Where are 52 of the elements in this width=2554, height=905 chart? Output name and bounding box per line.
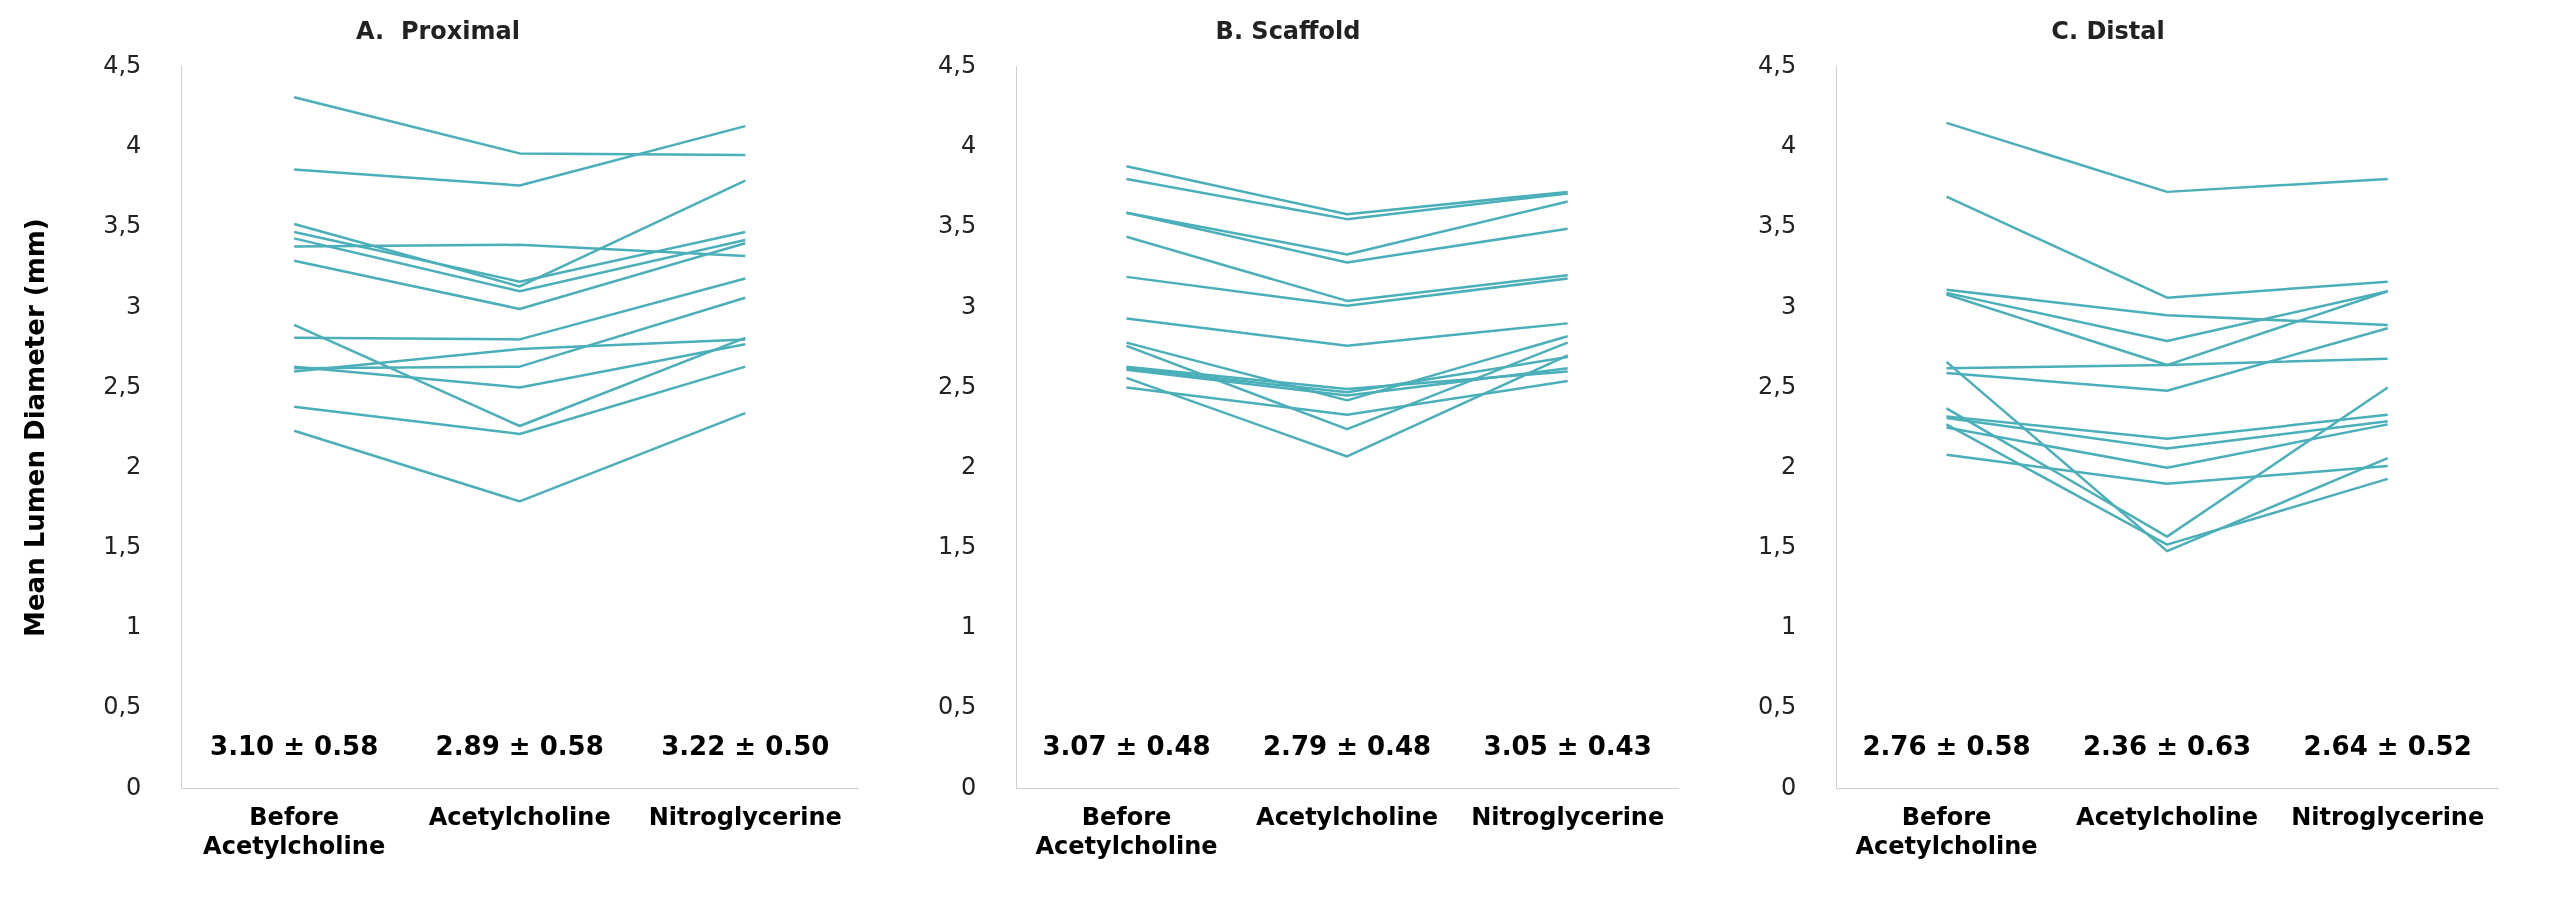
annotation: 2.79 ± 0.48 — [1262, 731, 1432, 762]
y-tick-label: 0,5 — [103, 692, 142, 721]
annotation: 3.07 ± 0.48 — [1042, 731, 1211, 762]
annotation: 2.76 ± 0.58 — [1862, 731, 2031, 762]
y-tick-label: 3,5 — [938, 211, 977, 240]
y-tick-label: 0,5 — [1758, 692, 1797, 721]
x-tick-label: Nitroglycerine — [2291, 803, 2485, 832]
chart-title: C. Distal — [2051, 16, 2165, 45]
y-tick-label: 1 — [126, 612, 142, 641]
y-tick-label: 4 — [1780, 131, 1797, 160]
y-tick-label: 3,5 — [1758, 211, 1797, 240]
chart-title: B. Scaffold — [1215, 16, 1361, 45]
y-tick-label: 0,5 — [938, 692, 977, 721]
annotation: 3.10 ± 0.58 — [210, 731, 379, 762]
y-tick-label: 1,5 — [938, 532, 977, 561]
y-tick-label: 2 — [126, 451, 142, 480]
y-tick-label: 2 — [960, 451, 977, 480]
y-tick-label: 3,5 — [103, 211, 142, 240]
y-tick-label: 0 — [960, 772, 977, 801]
x-tick-label: Acetylcholine — [428, 803, 611, 832]
y-tick-label: 4 — [960, 131, 977, 160]
annotation: 3.05 ± 0.43 — [1483, 731, 1652, 762]
x-tick-label: Before Acetylcholine — [1035, 803, 1218, 860]
y-tick-label: 2 — [1780, 451, 1797, 480]
y-tick-label: 0 — [126, 772, 142, 801]
annotation: 2.36 ± 0.63 — [2082, 731, 2252, 762]
y-tick-label: 1,5 — [103, 532, 142, 561]
annotation: 2.64 ± 0.52 — [2303, 731, 2472, 762]
y-tick-label: 4 — [126, 131, 142, 160]
y-axis-title: Mean Lumen Diameter (mm) — [20, 218, 51, 637]
x-tick-label: Before Acetylcholine — [203, 803, 386, 860]
x-tick-label: Acetylcholine — [2076, 803, 2259, 832]
y-tick-label: 4,5 — [103, 51, 142, 80]
y-tick-label: 2,5 — [938, 371, 977, 400]
annotation: 2.89 ± 0.58 — [435, 731, 604, 762]
x-tick-label: Acetylcholine — [1256, 803, 1439, 832]
annotation: 3.22 ± 0.50 — [661, 731, 830, 762]
x-tick-label: Nitroglycerine — [1471, 803, 1665, 832]
y-tick-label: 2,5 — [103, 371, 142, 400]
y-tick-label: 4,5 — [1758, 51, 1797, 80]
y-tick-label: 3 — [126, 291, 142, 320]
y-tick-label: 1,5 — [1758, 532, 1797, 561]
x-tick-label: Before Acetylcholine — [1855, 803, 2038, 860]
y-tick-label: 1 — [1780, 612, 1797, 641]
x-tick-label: Nitroglycerine — [648, 803, 842, 832]
y-tick-label: 4,5 — [938, 51, 977, 80]
y-tick-label: 3 — [1780, 291, 1797, 320]
y-tick-label: 2,5 — [1758, 371, 1797, 400]
chart-title: A. Proximal — [356, 16, 520, 45]
y-tick-label: 0 — [1780, 772, 1797, 801]
y-tick-label: 3 — [960, 291, 977, 320]
y-tick-label: 1 — [960, 612, 977, 641]
